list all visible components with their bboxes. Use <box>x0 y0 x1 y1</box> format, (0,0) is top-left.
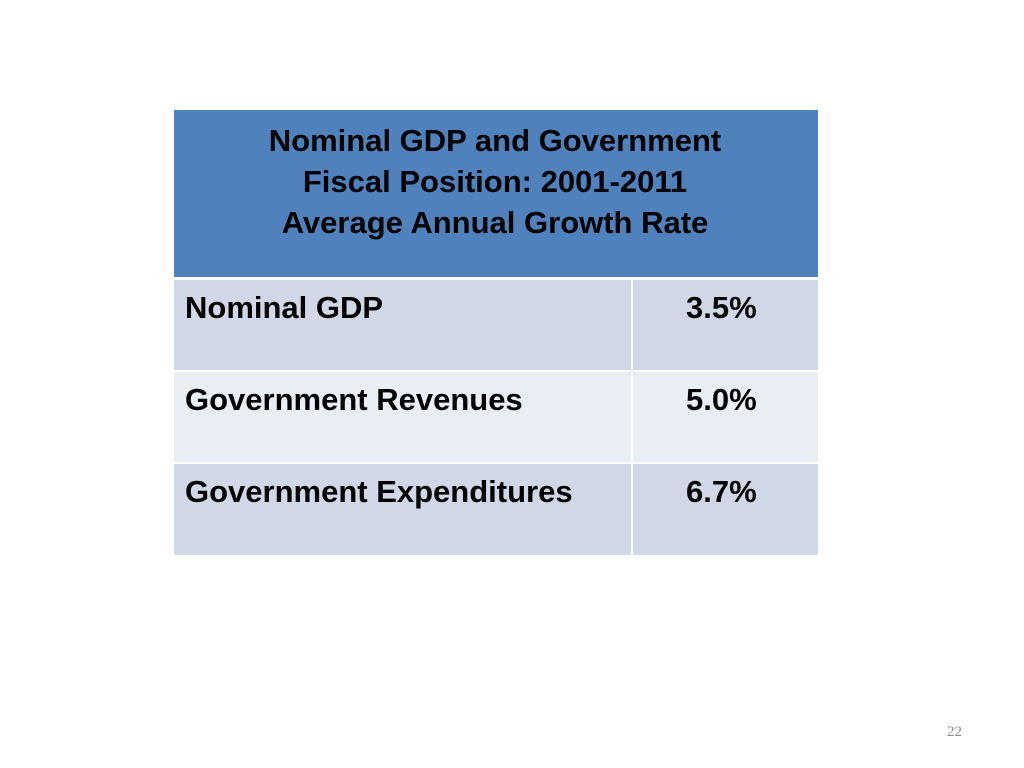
row-value-government-expenditures: 6.7% <box>686 474 757 509</box>
table-row-government-expenditures: Government Expenditures 6.7% <box>174 464 818 555</box>
growth-rate-table: Nominal GDP and Government Fiscal Positi… <box>174 110 818 555</box>
row-value-government-revenues: 5.0% <box>686 382 757 417</box>
table-row-nominal-gdp: Nominal GDP 3.5% <box>174 280 818 372</box>
row-label-government-revenues: Government Revenues <box>174 372 633 462</box>
row-label-government-expenditures: Government Expenditures <box>174 464 633 555</box>
table-row-government-revenues: Government Revenues 5.0% <box>174 372 818 464</box>
table-title-line-1: Nominal GDP and Government <box>268 123 722 158</box>
row-label-nominal-gdp: Nominal GDP <box>174 280 633 370</box>
table-header: Nominal GDP and Government Fiscal Positi… <box>174 110 818 280</box>
slide-page-number: 22 <box>947 724 962 740</box>
table-title-line-2: Fiscal Position: 2001-2011 <box>302 164 688 199</box>
table-title-line-3: Average Annual Growth Rate <box>281 205 709 240</box>
row-value-nominal-gdp: 3.5% <box>686 290 757 325</box>
